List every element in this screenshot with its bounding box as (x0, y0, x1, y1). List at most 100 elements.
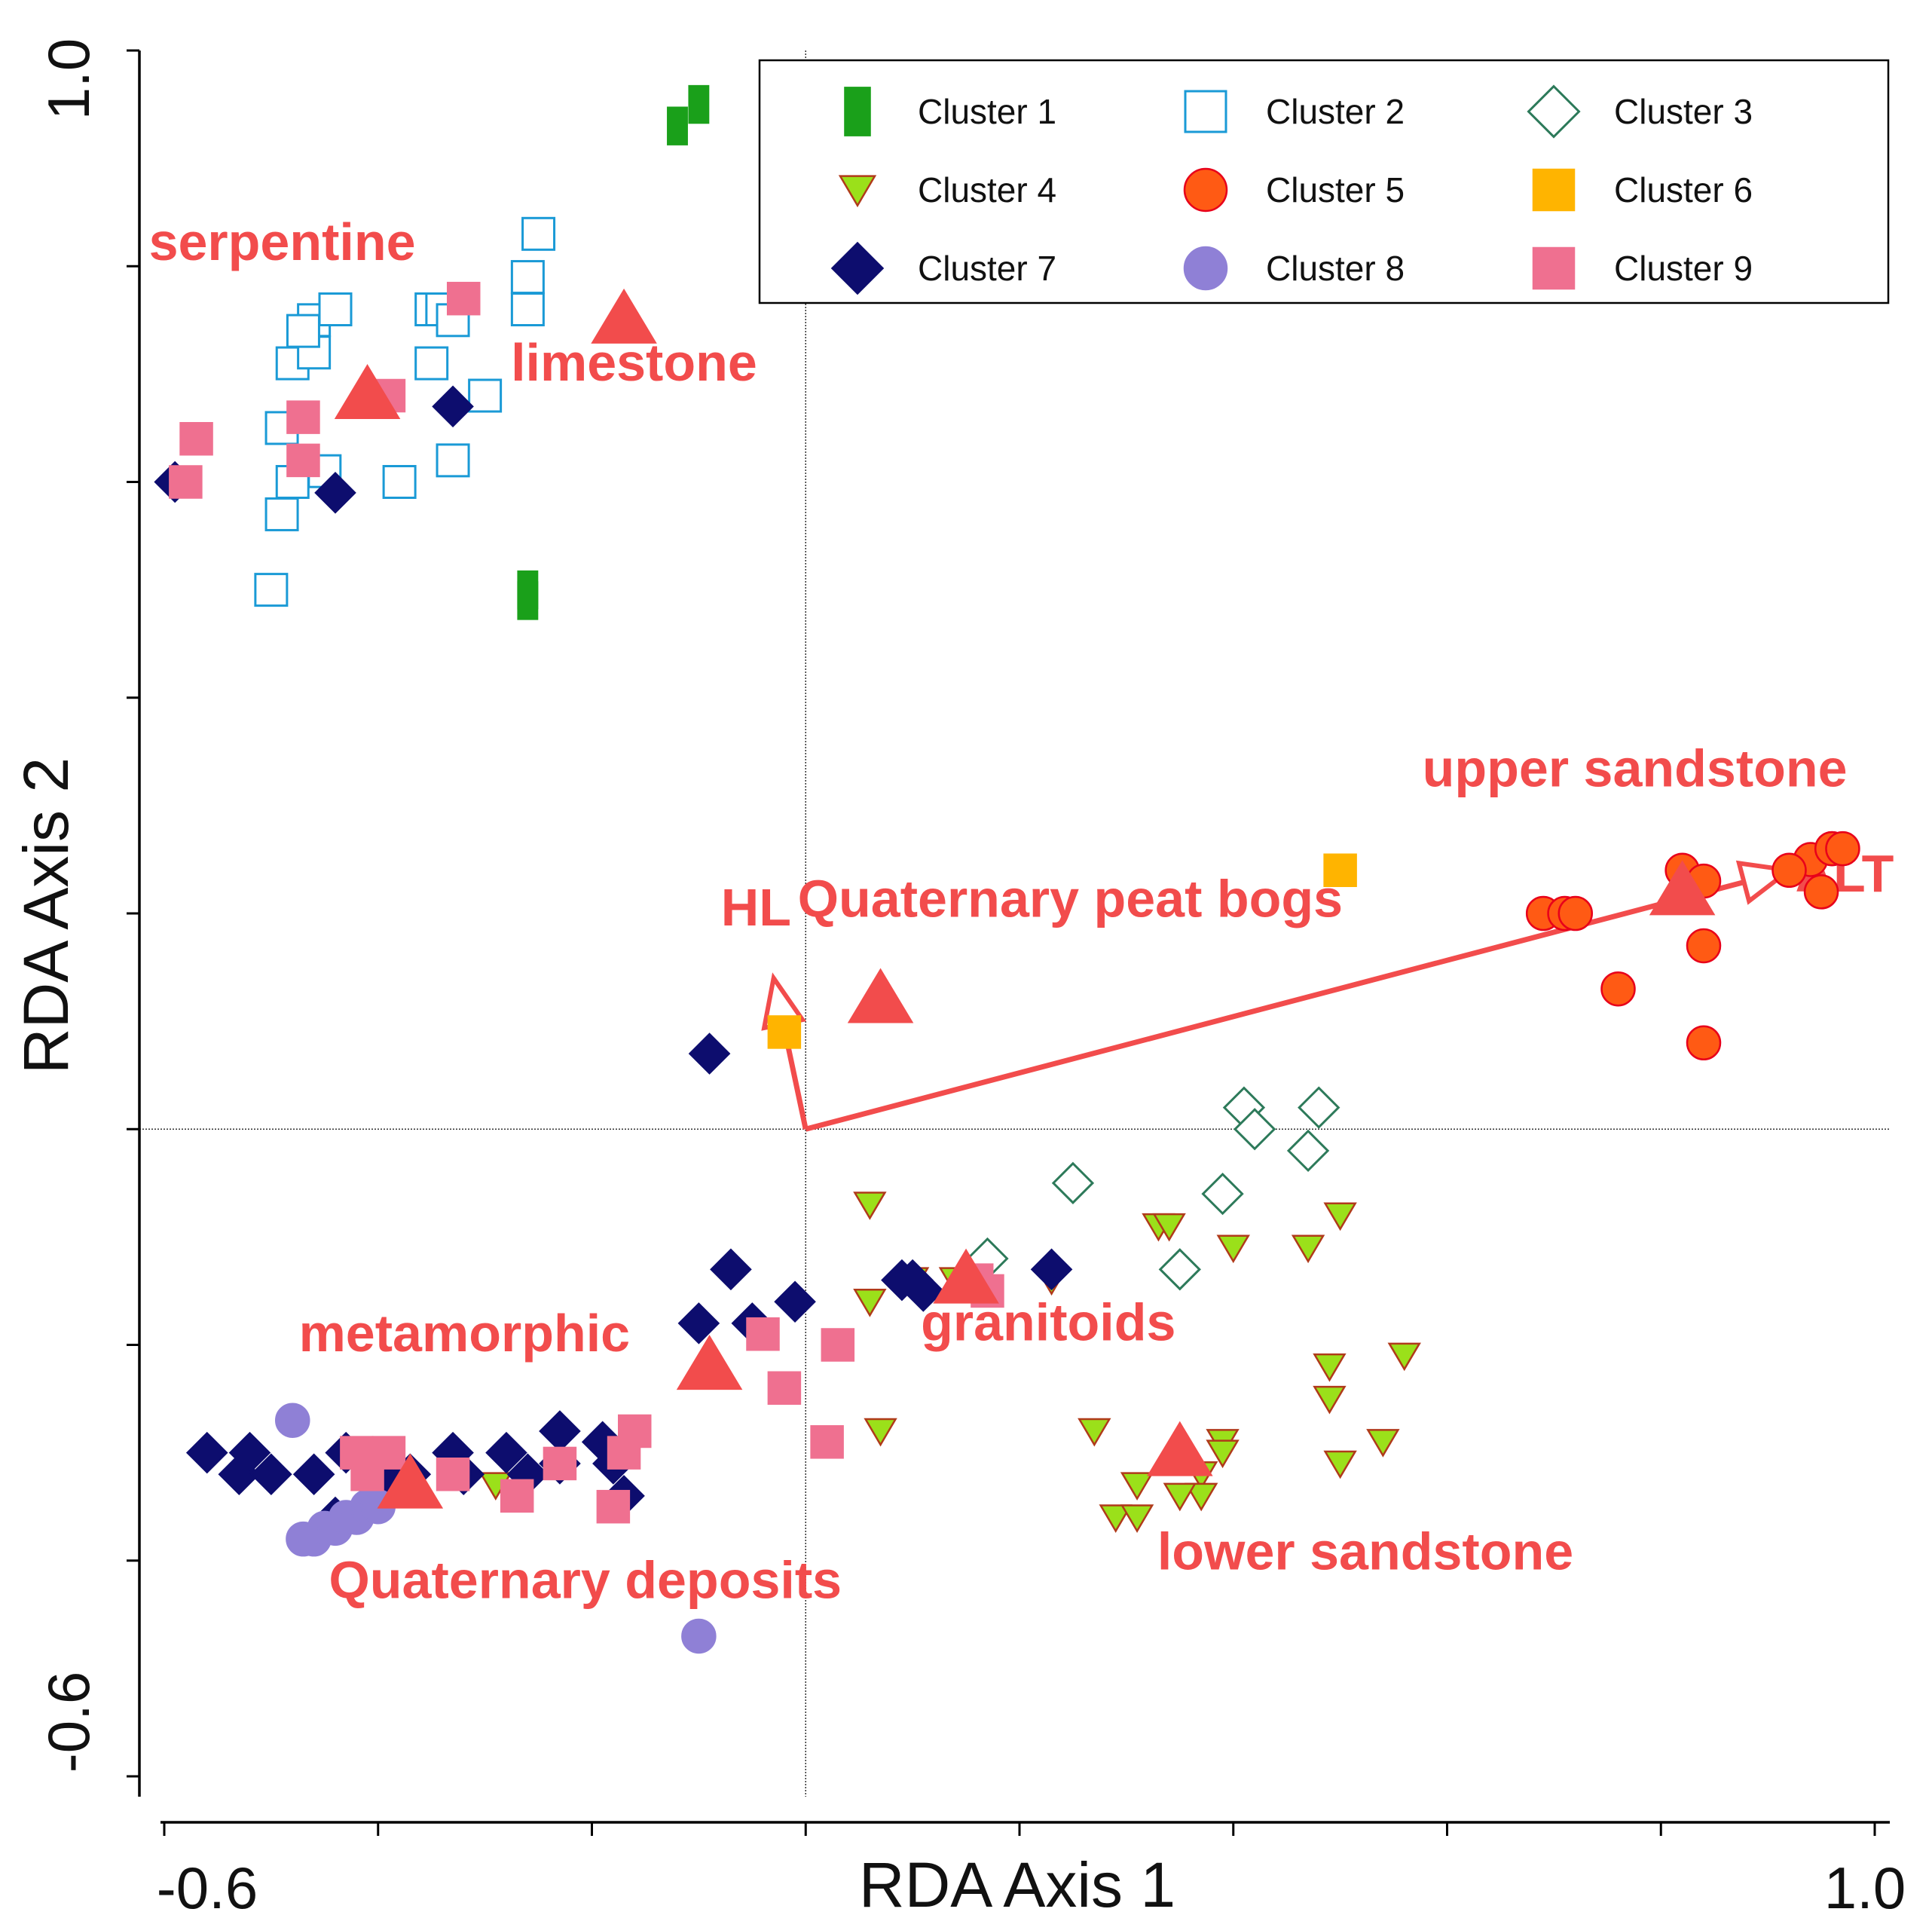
point-cluster-4-18 (1366, 1429, 1400, 1458)
point-cluster-7-3 (688, 1032, 731, 1075)
point-cluster-3-2 (1298, 1086, 1340, 1129)
point-cluster-3-4 (1051, 1161, 1095, 1204)
point-cluster-9-18 (618, 1414, 652, 1448)
point-cluster-3-5 (1201, 1172, 1244, 1216)
point-cluster-6-1 (767, 1015, 802, 1049)
point-cluster-4-22 (1185, 1482, 1218, 1512)
point-cluster-4-17 (1206, 1439, 1240, 1469)
point-cluster-9-4 (447, 281, 481, 316)
point-cluster-9-13 (371, 1436, 406, 1470)
point-cluster-2-12 (436, 443, 470, 478)
point-cluster-5-6 (1772, 852, 1807, 888)
centroid-label-lower-sandstone: lower sandstone (1157, 1522, 1573, 1581)
legend-marker-cluster-3 (1527, 84, 1581, 139)
point-cluster-7-14 (228, 1431, 271, 1474)
point-cluster-9-2 (286, 400, 320, 434)
point-cluster-8-0 (275, 1403, 310, 1438)
point-cluster-4-0 (853, 1192, 887, 1220)
point-cluster-1-3 (517, 570, 539, 610)
centroid-label-upper-sandstone: upper sandstone (1423, 739, 1848, 797)
point-cluster-7-5 (774, 1280, 816, 1323)
point-cluster-5-11 (1686, 928, 1722, 964)
point-cluster-9-1 (169, 465, 203, 499)
centroid-labels: serpentine limestone upper sandstone Quater… (149, 213, 1848, 1610)
centroid-serpentine (334, 364, 401, 419)
x-tick-label-right: 1.0 (1824, 1855, 1906, 1915)
centroid-label-serpentine: serpentine (149, 213, 416, 271)
centroid-metamorphic (676, 1335, 743, 1390)
point-cluster-4-3 (1323, 1202, 1357, 1231)
point-cluster-4-4 (1216, 1234, 1250, 1264)
centroid-label-limestone: limestone (511, 333, 757, 392)
legend-label-cluster-2: Cluster 2 (1266, 92, 1405, 131)
legend-marker-cluster-1 (844, 87, 871, 136)
point-cluster-4-23 (1099, 1504, 1133, 1533)
legend-marker-cluster-7 (830, 241, 885, 295)
centroid-label-quaternary-peat-bogs: Quaternary peat bogs (798, 870, 1344, 928)
centroid-label-quaternary-deposits: Quaternary deposits (329, 1551, 842, 1610)
point-cluster-7-12 (185, 1431, 228, 1474)
point-cluster-1-0 (667, 106, 688, 145)
point-cluster-2-7 (318, 292, 353, 326)
centroid-label-metamorphic: metamorphic (299, 1304, 631, 1363)
legend-marker-cluster-5 (1183, 167, 1228, 213)
x-tick-label-left: -0.6 (157, 1855, 258, 1915)
vector-label-hl: HL (721, 878, 791, 937)
point-cluster-2-3 (275, 346, 310, 381)
point-cluster-4-20 (1120, 1472, 1154, 1501)
point-cluster-7-4 (710, 1248, 752, 1291)
legend-label-cluster-6: Cluster 6 (1614, 170, 1753, 210)
centroid-quaternary-deposits (377, 1453, 444, 1509)
point-cluster-9-14 (350, 1458, 384, 1491)
point-cluster-9-8 (746, 1317, 780, 1351)
point-cluster-4-19 (1323, 1450, 1357, 1479)
point-cluster-4-5 (1291, 1234, 1325, 1264)
point-cluster-2-15 (510, 260, 545, 295)
legend-label-cluster-7: Cluster 7 (918, 249, 1056, 288)
point-cluster-7-6 (677, 1302, 720, 1344)
point-cluster-5-7 (1803, 874, 1839, 910)
point-cluster-4-6 (853, 1289, 887, 1317)
point-cluster-7-21 (485, 1431, 527, 1474)
x-axis-title: RDA Axis 1 (859, 1849, 1175, 1915)
point-cluster-5-13 (1686, 1025, 1722, 1060)
legend-label-cluster-5: Cluster 5 (1266, 170, 1405, 210)
legend-label-cluster-3: Cluster 3 (1614, 92, 1753, 131)
point-cluster-2-18 (264, 497, 299, 531)
point-cluster-7-1 (314, 472, 356, 514)
centroid-markers (334, 288, 1716, 1509)
point-cluster-1-1 (688, 84, 710, 124)
point-cluster-9-9 (767, 1371, 802, 1405)
centroid-granitoids (933, 1248, 999, 1304)
centroid-lower-sandstone (1147, 1421, 1213, 1476)
legend-label-cluster-8: Cluster 8 (1266, 249, 1405, 288)
point-cluster-2-16 (510, 292, 545, 326)
legend-label-cluster-4: Cluster 4 (918, 170, 1056, 210)
point-cluster-9-16 (543, 1446, 577, 1481)
point-cluster-4-12 (1387, 1342, 1421, 1372)
centroid-label-granitoids: granitoids (921, 1293, 1175, 1352)
point-cluster-6-0 (1323, 853, 1357, 887)
point-cluster-4-11 (1313, 1353, 1347, 1382)
legend-marker-cluster-8 (1183, 246, 1228, 291)
axes (138, 50, 1890, 1824)
point-cluster-8-9 (681, 1618, 717, 1654)
reference-lines (139, 50, 1890, 1797)
point-cluster-9-11 (810, 1425, 844, 1459)
point-cluster-2-6 (286, 314, 320, 348)
point-cluster-4-24 (1120, 1504, 1154, 1533)
point-cluster-7-2 (432, 385, 474, 428)
point-cluster-2-11 (414, 346, 449, 381)
y-tick-label-bottom: -0.6 (35, 1672, 102, 1773)
point-cluster-9-19 (500, 1479, 534, 1513)
point-cluster-4-25 (1163, 1482, 1197, 1512)
point-cluster-3-7 (1158, 1248, 1201, 1291)
point-cluster-2-14 (468, 378, 503, 413)
legend: Cluster 1 Cluster 2 Cluster 3 Cluster 4 Clus… (758, 59, 1890, 304)
point-cluster-4-13 (1313, 1385, 1347, 1415)
point-cluster-5-10 (1558, 895, 1593, 931)
centroid-quaternary-peat-bogs (847, 968, 914, 1023)
legend-label-cluster-9: Cluster 9 (1614, 249, 1753, 288)
y-axis-title: RDA Axis 2 (11, 757, 81, 1074)
